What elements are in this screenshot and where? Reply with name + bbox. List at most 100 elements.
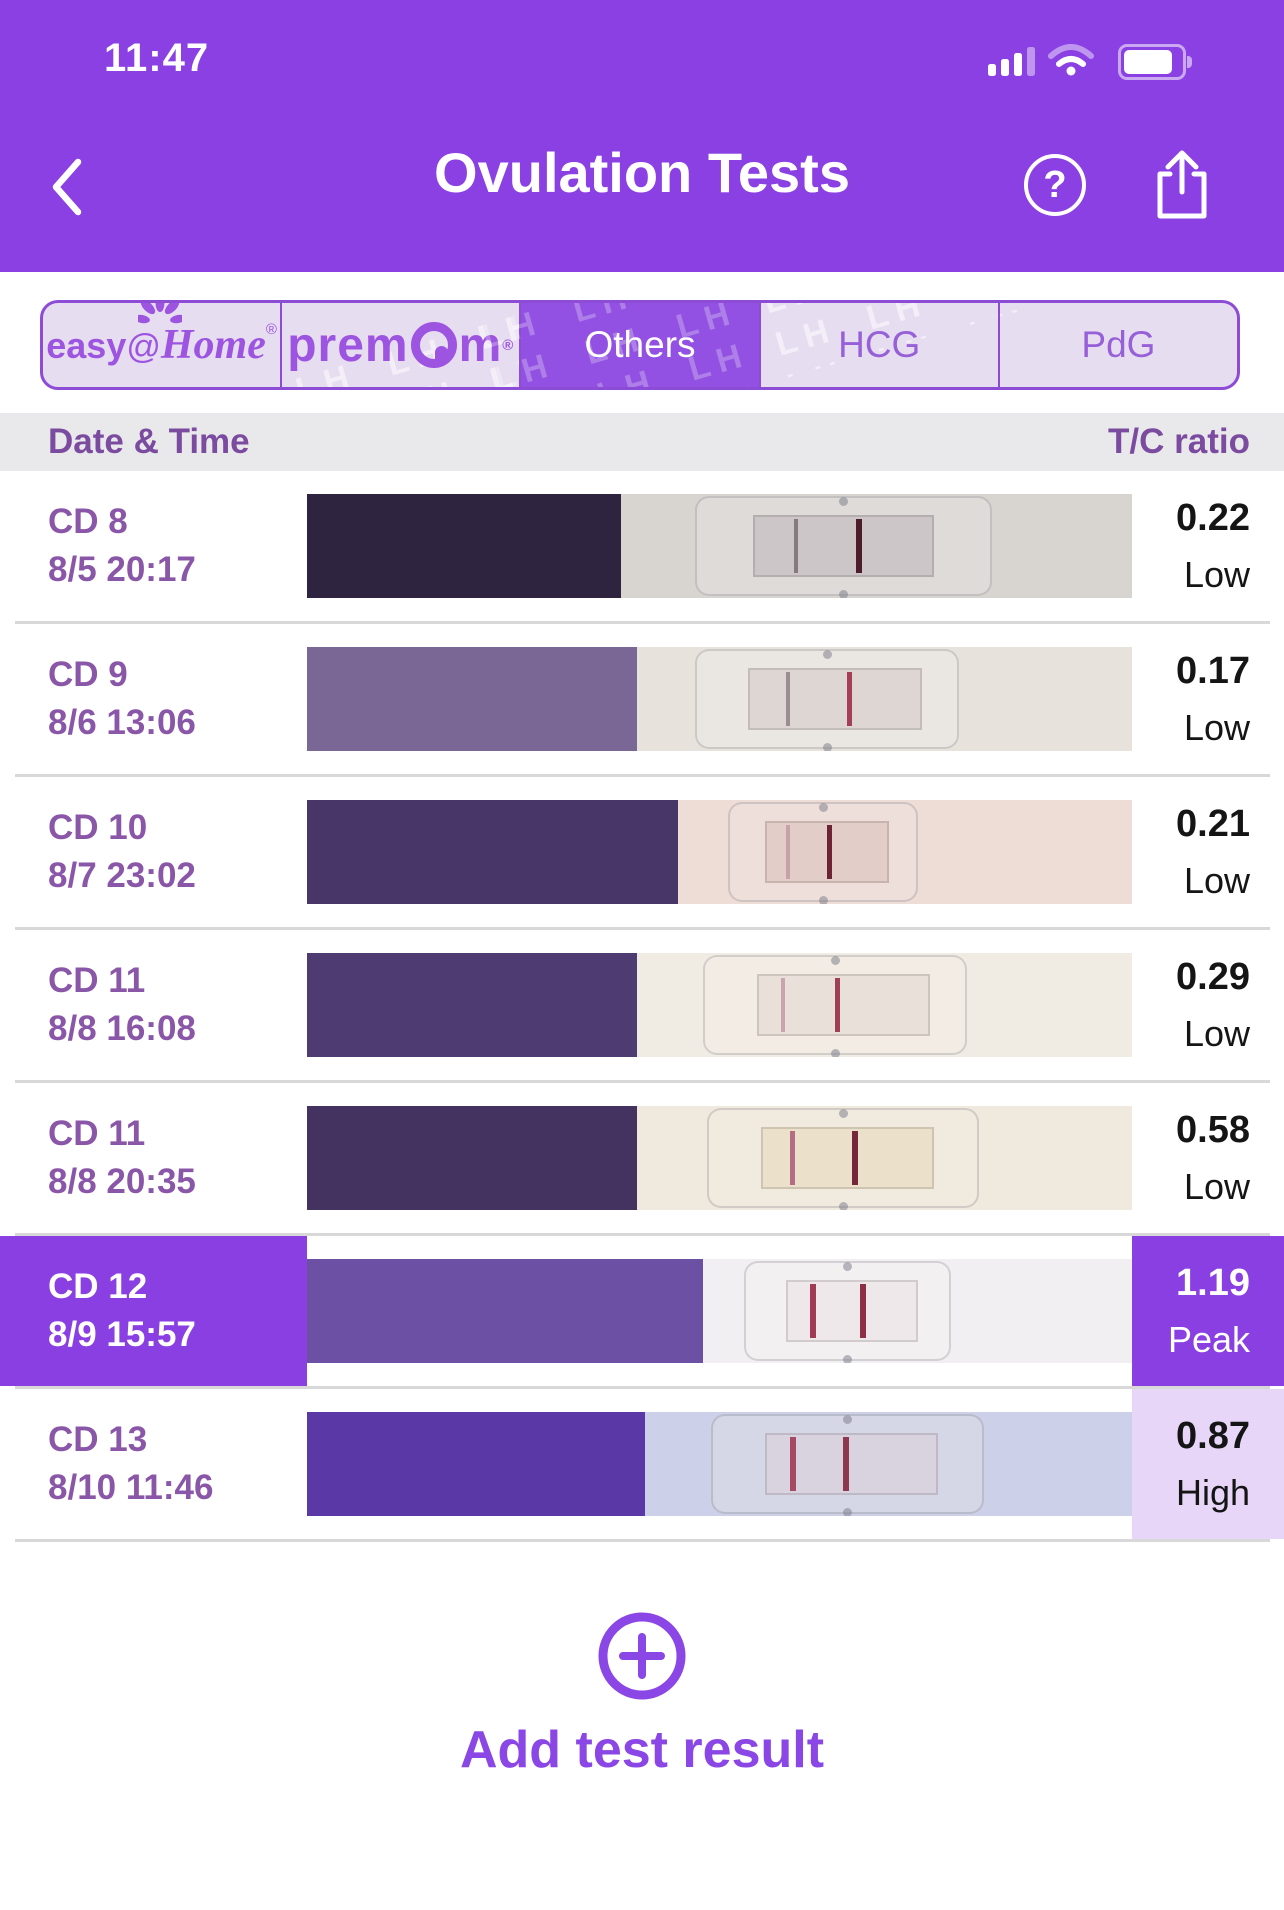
clock-time: 11:47	[104, 36, 210, 80]
plus-circle-icon	[598, 1612, 686, 1700]
cycle-day-label: CD 8	[48, 502, 128, 541]
strip-result-window	[760, 1126, 934, 1190]
tc-ratio-value: 0.22	[1176, 496, 1250, 539]
test-line	[781, 977, 786, 1033]
cassette-screw-dot	[839, 589, 849, 598]
table-header: Date & Time T/C ratio	[0, 413, 1284, 471]
test-line	[855, 518, 862, 574]
result-level-label: Low	[1183, 1012, 1250, 1054]
tab-pdg[interactable]: PdG	[997, 303, 1237, 387]
test-strip-photo	[307, 1259, 1132, 1363]
strip-handle	[307, 647, 637, 751]
battery-icon	[1118, 44, 1192, 80]
cycle-day-label: CD 11	[48, 961, 146, 1000]
add-test-result-button[interactable]: Add test result	[0, 1608, 1284, 1780]
tab-easyathome[interactable]: easy@Home®	[43, 303, 280, 387]
test-strip-photo	[307, 953, 1132, 1057]
premom-o-icon	[410, 322, 457, 368]
test-results-list: CD 8 8/5 20:17 0.22 Low CD 9 8/6 13:06	[0, 471, 1284, 1542]
row-ratio-cell: 1.19 Peak	[1132, 1236, 1284, 1386]
cassette-screw-dot	[831, 956, 840, 966]
cassette-screw-dot	[839, 497, 849, 507]
cassette-screw-dot	[839, 1109, 849, 1119]
tab-premom[interactable]: prem m ®	[280, 303, 519, 387]
back-chevron-icon[interactable]	[44, 154, 90, 220]
result-level-label: Low	[1183, 859, 1250, 901]
strip-result-window	[752, 514, 934, 578]
cycle-day-label: CD 9	[48, 655, 128, 694]
strip-result-window	[785, 1279, 918, 1343]
row-ratio-cell: 0.17 Low	[1132, 624, 1284, 774]
status-bar: 11:47	[0, 0, 1284, 100]
test-result-row[interactable]: CD 8 8/5 20:17 0.22 Low	[0, 471, 1284, 621]
test-line	[843, 1436, 850, 1492]
test-result-row[interactable]: CD 13 8/10 11:46 0.87 High	[0, 1389, 1284, 1539]
cassette-screw-dot	[839, 1201, 849, 1210]
row-ratio-cell: 0.58 Low	[1132, 1083, 1284, 1233]
cycle-day-label: CD 11	[48, 1114, 146, 1153]
cycle-day-label: CD 10	[48, 808, 148, 847]
cassette-screw-dot	[822, 650, 832, 660]
tc-ratio-value: 0.58	[1176, 1108, 1250, 1151]
cellular-signal-icon	[988, 46, 1035, 76]
strip-result-window	[748, 667, 922, 731]
strip-handle	[307, 953, 637, 1057]
strip-handle	[307, 800, 679, 904]
help-icon[interactable]: ?	[1022, 152, 1088, 218]
row-date-cell: CD 12 8/9 15:57	[0, 1236, 307, 1386]
test-strip-photo	[307, 1106, 1132, 1210]
tab-others[interactable]: LH LH LH LH LH LH LH LH LH LH LH LH LH L…	[478, 303, 766, 387]
test-line	[851, 1130, 858, 1186]
svg-text:?: ?	[1043, 164, 1066, 206]
row-ratio-cell: 0.22 Low	[1132, 471, 1284, 621]
row-divider	[15, 1539, 1270, 1542]
tc-ratio-value: 0.21	[1176, 802, 1250, 845]
row-divider	[15, 774, 1270, 777]
tc-ratio-value: 1.19	[1176, 1261, 1250, 1304]
cassette-screw-dot	[818, 803, 828, 813]
test-line	[785, 671, 790, 727]
test-result-row[interactable]: CD 11 8/8 20:35 0.58 Low	[0, 1083, 1284, 1233]
wifi-icon	[1048, 42, 1094, 81]
date-time-label: 8/8 20:35	[48, 1161, 196, 1201]
test-result-row[interactable]: CD 11 8/8 16:08 0.29 Low	[0, 930, 1284, 1080]
row-ratio-cell: 0.87 High	[1132, 1389, 1284, 1539]
strip-result-window	[756, 973, 930, 1037]
cycle-day-label: CD 12	[48, 1267, 148, 1306]
navigation-bar: Ovulation Tests ?	[0, 100, 1284, 272]
test-type-tabbar: LH LH LH LH LH LH LH LH LH LH LH LH LH L…	[40, 300, 1240, 390]
tc-ratio-value: 0.29	[1176, 955, 1250, 998]
test-strip-photo	[307, 800, 1132, 904]
strip-cassette	[707, 1108, 980, 1208]
date-time-label: 8/9 15:57	[48, 1314, 196, 1354]
row-divider	[15, 1386, 1270, 1389]
add-test-result-label: Add test result	[459, 1721, 825, 1779]
row-divider	[15, 621, 1270, 624]
date-time-label: 8/8 16:08	[48, 1008, 196, 1048]
strip-handle	[307, 1106, 637, 1210]
row-date-cell: CD 8 8/5 20:17	[0, 471, 307, 621]
share-icon[interactable]	[1148, 148, 1216, 222]
premom-logo: prem m ®	[287, 318, 515, 372]
row-ratio-cell: 0.29 Low	[1132, 930, 1284, 1080]
test-result-row[interactable]: CD 10 8/7 23:02 0.21 Low	[0, 777, 1284, 927]
result-level-label: High	[1175, 1471, 1250, 1513]
row-ratio-cell: 0.21 Low	[1132, 777, 1284, 927]
test-result-row[interactable]: CD 12 8/9 15:57 1.19 Peak	[0, 1236, 1284, 1386]
cassette-screw-dot	[843, 1262, 853, 1272]
strip-handle	[307, 1412, 646, 1516]
date-time-label: 8/10 11:46	[48, 1467, 214, 1507]
result-level-label: Peak	[1167, 1318, 1250, 1360]
cassette-screw-dot	[843, 1354, 853, 1363]
cycle-day-label: CD 13	[48, 1420, 148, 1459]
cassette-screw-dot	[843, 1415, 853, 1425]
date-time-label: 8/5 20:17	[48, 549, 196, 589]
cassette-screw-dot	[831, 1048, 840, 1057]
date-time-label: 8/7 23:02	[48, 855, 196, 895]
test-line	[847, 671, 853, 727]
flower-icon	[138, 303, 183, 324]
cassette-screw-dot	[822, 742, 832, 751]
tab-hcg[interactable]: HCG	[758, 303, 998, 387]
test-result-row[interactable]: CD 9 8/6 13:06 0.17 Low	[0, 624, 1284, 774]
